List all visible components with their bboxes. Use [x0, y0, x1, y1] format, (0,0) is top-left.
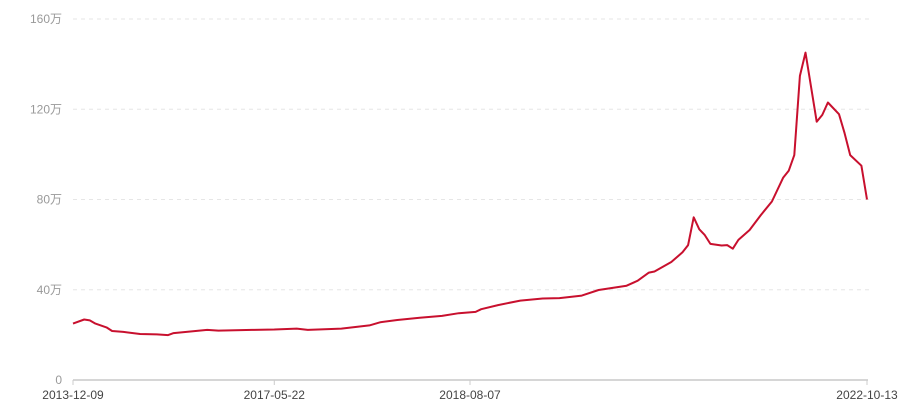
x-tick-label: 2013-12-09	[42, 388, 104, 400]
x-tick-label: 2022-10-13	[836, 388, 898, 400]
y-tick-label: 0	[55, 373, 62, 387]
y-tick-label: 160万	[30, 12, 62, 26]
y-axis-ticks: 0 40万 80万 120万 160万	[30, 12, 62, 387]
x-tick-label: 2017-05-22	[244, 388, 306, 400]
y-tick-label: 40万	[37, 283, 62, 297]
gridlines	[73, 18, 870, 291]
y-tick-label: 80万	[37, 193, 62, 207]
series-line[interactable]	[72, 51, 868, 337]
x-tick-label: 2018-08-07	[439, 388, 501, 400]
x-axis-ticks: 2013-12-09 2017-05-22 2018-08-07 2022-10-13	[42, 380, 898, 402]
y-tick-label: 120万	[30, 102, 62, 116]
